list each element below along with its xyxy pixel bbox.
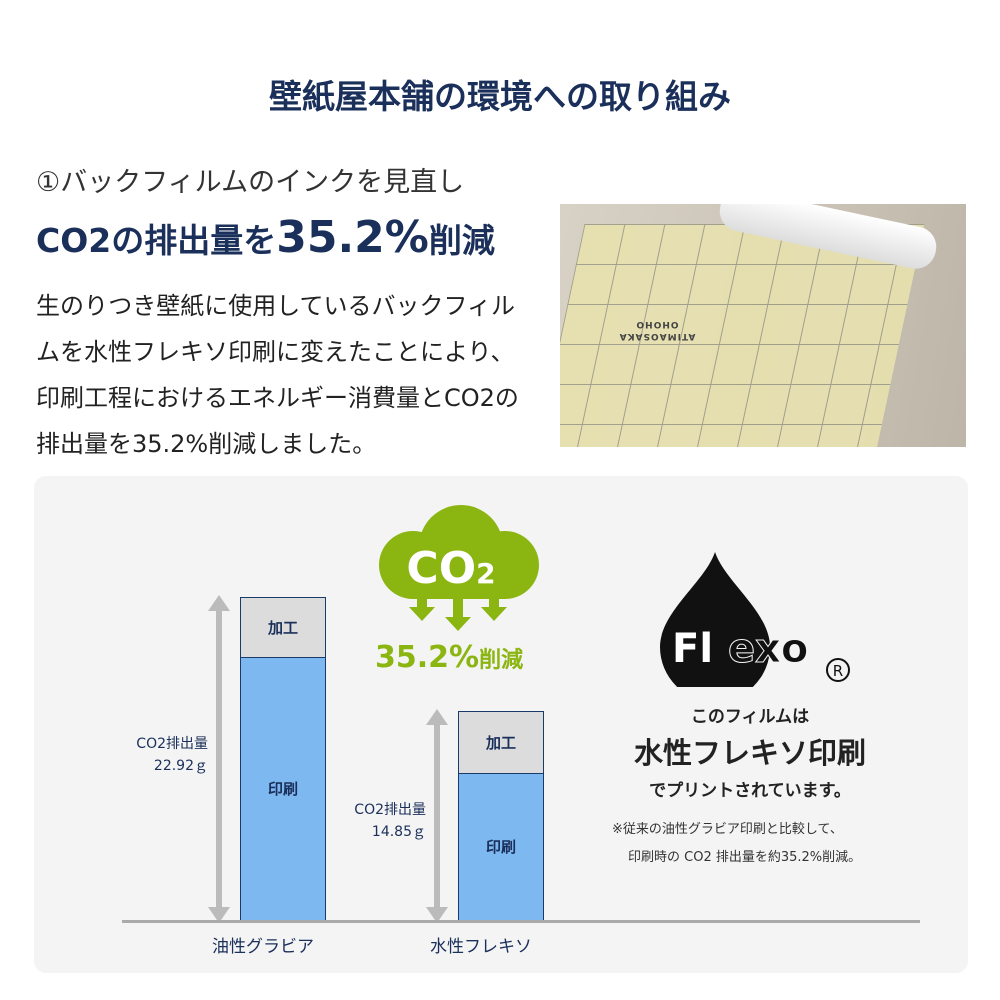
page-title: 壁紙屋本舗の環境への取り組み [269,77,731,116]
section-headline: CO2の排出量を35.2%削減 [36,212,495,263]
svg-text:exo: exo [728,626,808,672]
note-line2: 印刷時の CO2 排出量を約35.2%削減。 [628,850,862,865]
flexo-line3: でプリントされています。 [649,781,851,801]
segment-processing: 加工 [241,598,325,658]
bar-0: 加工 印刷 [240,597,326,921]
segment-printing: 印刷 [241,657,325,920]
chart-baseline [122,920,920,923]
flexo-line2: 水性フレキソ印刷 [633,736,866,770]
height-arrow [208,595,230,923]
svg-text:R: R [833,662,843,680]
flexo-drop-logo: Fl exo R [660,552,850,687]
total-label-line1: CO2排出量 [354,802,426,819]
note-line1: ※従来の油性グラビア印刷と比較して、 [612,822,843,837]
flexo-note: ※従来の油性グラビア印刷と比較して、印刷時の CO2 排出量を約35.2%削減。 [612,816,861,872]
bar-1: 加工 印刷 [458,711,544,921]
section-heading: ①バックフィルムのインクを見直し [36,167,465,198]
headline-post: 削減 [428,221,495,260]
co2-cloud-icon: CO2 [379,505,539,631]
segment-printing: 印刷 [459,773,543,920]
headline-pre: CO2の排出量を [36,221,277,260]
segment-processing: 加工 [459,712,543,774]
film-print-text: ATIMAOSAKA OHOHO [618,319,696,341]
svg-text:Fl: Fl [672,626,713,672]
category-label: 水性フレキソ [430,937,532,957]
height-arrow [426,709,448,923]
reduction-suffix: 削減 [479,648,524,673]
category-label: 油性グラビア [212,937,314,957]
section-body: 生のりつき壁紙に使用しているバックフィルムを水性フレキソ印刷に変えたことにより、… [36,292,519,458]
backfilm-photo: ATIMAOSAKA OHOHO [560,204,966,447]
total-label: CO2排出量 14.85ｇ [354,799,426,843]
total-value: 14.85ｇ [371,824,426,841]
total-value: 22.92ｇ [153,758,208,775]
total-label: CO2排出量 22.92ｇ [136,733,208,777]
headline-value: 35.2% [276,212,429,263]
total-label-line1: CO2排出量 [136,736,208,753]
flexo-line1: このフィルムは [690,707,810,727]
reduction-value: 35.2% [375,640,480,675]
reduction-label: 35.2%削減 [375,640,523,675]
